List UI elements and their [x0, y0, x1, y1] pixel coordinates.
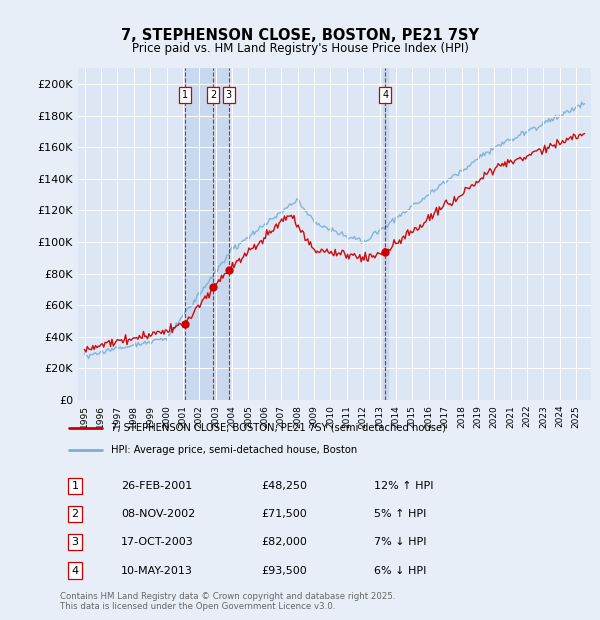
- Text: HPI: Average price, semi-detached house, Boston: HPI: Average price, semi-detached house,…: [112, 445, 358, 455]
- Text: £71,500: £71,500: [261, 509, 307, 520]
- Text: 12% ↑ HPI: 12% ↑ HPI: [374, 480, 433, 490]
- Text: 17-OCT-2003: 17-OCT-2003: [121, 537, 194, 547]
- Text: 7% ↓ HPI: 7% ↓ HPI: [374, 537, 426, 547]
- Text: 1: 1: [71, 480, 79, 490]
- Text: 1: 1: [182, 90, 188, 100]
- Text: Contains HM Land Registry data © Crown copyright and database right 2025.
This d: Contains HM Land Registry data © Crown c…: [60, 591, 395, 611]
- Text: 7, STEPHENSON CLOSE, BOSTON, PE21 7SY: 7, STEPHENSON CLOSE, BOSTON, PE21 7SY: [121, 29, 479, 43]
- Text: 4: 4: [71, 565, 79, 575]
- Text: £93,500: £93,500: [261, 565, 307, 575]
- Text: £82,000: £82,000: [261, 537, 307, 547]
- Text: Price paid vs. HM Land Registry's House Price Index (HPI): Price paid vs. HM Land Registry's House …: [131, 42, 469, 55]
- Text: 7, STEPHENSON CLOSE, BOSTON, PE21 7SY (semi-detached house): 7, STEPHENSON CLOSE, BOSTON, PE21 7SY (s…: [112, 423, 446, 433]
- Text: 4: 4: [382, 90, 388, 100]
- Text: £48,250: £48,250: [261, 480, 307, 490]
- Text: 6% ↓ HPI: 6% ↓ HPI: [374, 565, 426, 575]
- Text: 3: 3: [226, 90, 232, 100]
- Text: 2: 2: [210, 90, 217, 100]
- Text: 5% ↑ HPI: 5% ↑ HPI: [374, 509, 426, 520]
- Bar: [185, 68, 229, 400]
- Text: 2: 2: [71, 509, 79, 520]
- Text: 10-MAY-2013: 10-MAY-2013: [121, 565, 193, 575]
- Text: 26-FEB-2001: 26-FEB-2001: [121, 480, 192, 490]
- Text: 08-NOV-2002: 08-NOV-2002: [121, 509, 195, 520]
- Bar: [383, 68, 388, 400]
- Text: 3: 3: [71, 537, 79, 547]
